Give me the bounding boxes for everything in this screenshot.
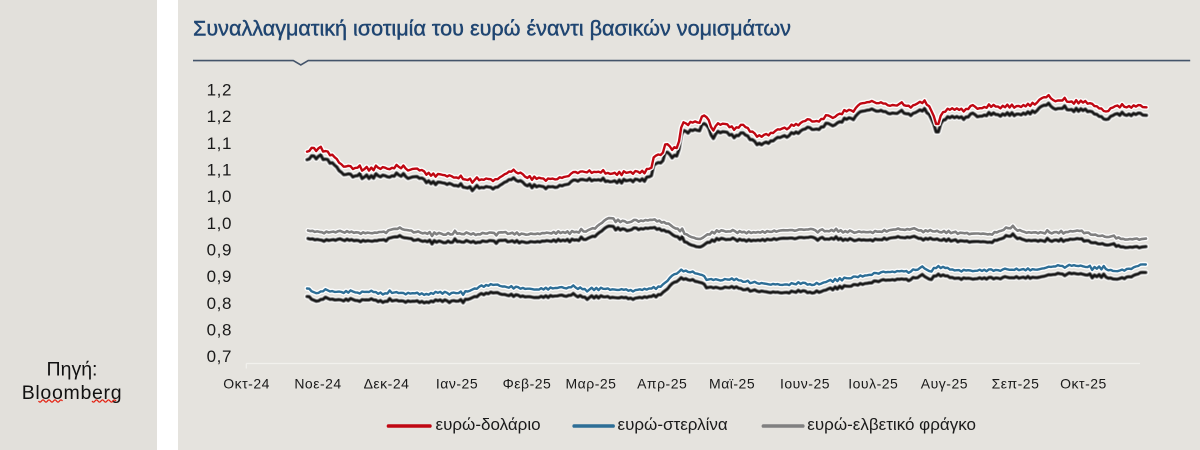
svg-text:Ιουν-25: Ιουν-25 [780, 376, 830, 392]
svg-text:Ιουλ-25: Ιουλ-25 [848, 376, 898, 392]
svg-text:0,7: 0,7 [207, 347, 232, 366]
svg-text:Πηγή:: Πηγή: [47, 358, 98, 380]
svg-text:Μαρ-25: Μαρ-25 [566, 376, 617, 392]
svg-text:1,0: 1,0 [207, 214, 232, 233]
svg-text:Ιαν-25: Ιαν-25 [436, 376, 478, 392]
svg-text:Φεβ-25: Φεβ-25 [503, 376, 552, 392]
svg-text:1,0: 1,0 [207, 187, 232, 206]
svg-text:Οκτ-25: Οκτ-25 [1060, 376, 1107, 392]
svg-text:Δεκ-24: Δεκ-24 [364, 376, 410, 392]
svg-text:Μαϊ-25: Μαϊ-25 [709, 376, 755, 392]
svg-text:Σεπ-25: Σεπ-25 [992, 376, 1040, 392]
svg-text:0,8: 0,8 [207, 294, 232, 313]
svg-text:1,2: 1,2 [207, 81, 232, 100]
svg-text:Αυγ-25: Αυγ-25 [921, 376, 968, 392]
svg-text:0,8: 0,8 [207, 321, 232, 340]
svg-text:Bloomberg: Bloomberg [22, 382, 123, 404]
svg-text:Νοε-24: Νοε-24 [294, 376, 341, 392]
svg-text:1,1: 1,1 [207, 161, 232, 180]
svg-text:Οκτ-24: Οκτ-24 [223, 376, 270, 392]
svg-text:ευρώ-δολάριο: ευρώ-δολάριο [436, 415, 541, 434]
svg-text:ευρώ-στερλίνα: ευρώ-στερλίνα [618, 415, 728, 434]
svg-text:0,9: 0,9 [207, 241, 232, 260]
svg-text:Συναλλαγματική ισοτιμία του ευ: Συναλλαγματική ισοτιμία του ευρώ έναντι … [193, 16, 791, 41]
svg-text:0,9: 0,9 [207, 267, 232, 286]
svg-text:1,1: 1,1 [207, 134, 232, 153]
svg-text:1,2: 1,2 [207, 107, 232, 126]
svg-text:ευρώ-ελβετικό φράγκο: ευρώ-ελβετικό φράγκο [807, 415, 976, 434]
svg-text:Απρ-25: Απρ-25 [637, 376, 687, 392]
